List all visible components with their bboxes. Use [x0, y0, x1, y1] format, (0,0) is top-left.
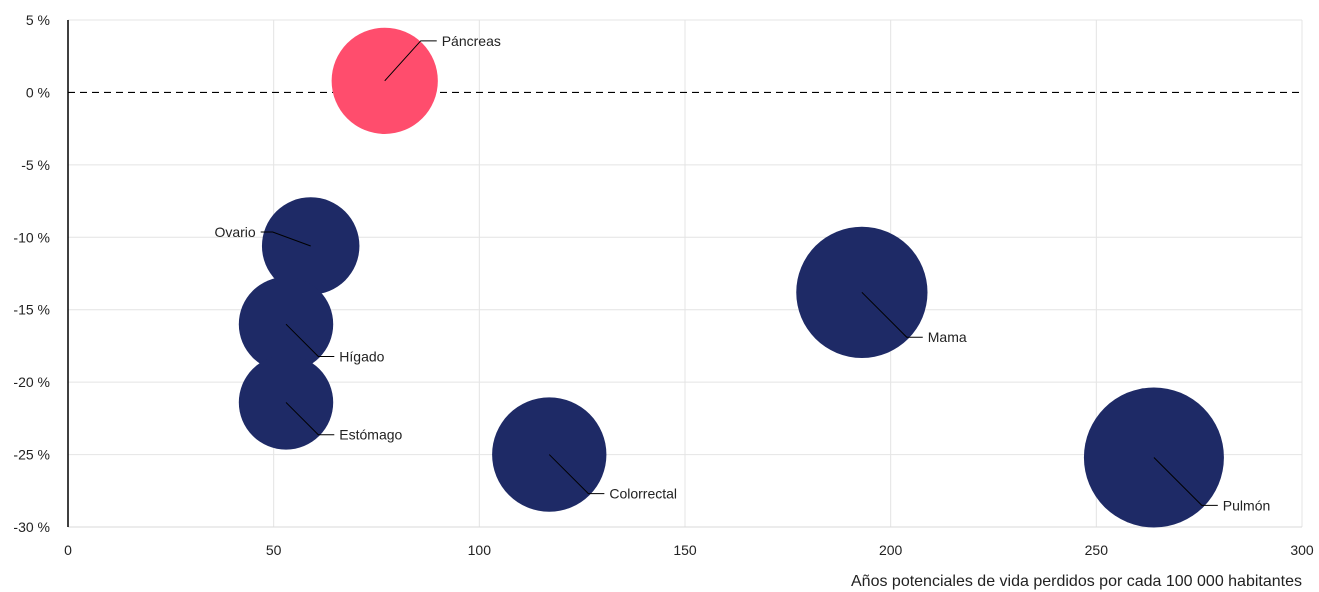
y-tick-label: -25 %	[13, 447, 50, 463]
x-tick-label: 150	[673, 542, 697, 558]
x-tick-label: 300	[1290, 542, 1314, 558]
leader-line-higado	[285, 323, 335, 357]
x-tick-label: 250	[1085, 542, 1109, 558]
y-tick-label: -30 %	[13, 519, 50, 535]
x-axis-title: Años potenciales de vida perdidos por ca…	[851, 573, 1302, 590]
bubble-mama	[796, 226, 928, 358]
y-tick-label: -10 %	[13, 229, 50, 245]
leader-line-mama	[861, 291, 923, 338]
x-tick-label: 50	[266, 542, 282, 558]
x-tick-label: 100	[468, 542, 492, 558]
leader-line-colorrectal	[548, 454, 605, 495]
y-tick-label: -20 %	[13, 374, 50, 390]
x-tick-label: 200	[879, 542, 903, 558]
bubble-labels: Páncreas Ovario Hígado Estómago Colorrectal M…	[214, 33, 1270, 514]
y-tick-label: -5 %	[21, 157, 50, 173]
bubble-label-pancreas: Páncreas	[442, 33, 501, 49]
bubbles	[238, 27, 1224, 528]
leader-line-ovario	[260, 231, 311, 247]
leader-line-pulmon	[1153, 457, 1218, 506]
y-tick-label: 5 %	[26, 12, 50, 28]
leader-line-pancreas	[384, 40, 437, 82]
axes: 0 50 100 150 200 250 300 5 % 0 % -5 % -10 % -15 % -2…	[13, 12, 1313, 558]
bubble-label-colorrectal: Colorrectal	[609, 486, 677, 502]
leader-line-estomago	[285, 402, 335, 436]
bubble-ovario	[261, 197, 360, 295]
bubble-label-estomago: Estómago	[339, 427, 402, 443]
bubble-label-ovario: Ovario	[214, 224, 255, 240]
bubble-label-mama: Mama	[928, 329, 967, 345]
y-tick-label: -15 %	[13, 302, 50, 318]
y-tick-label: 0 %	[26, 84, 50, 100]
bubble-label-pulmon: Pulmón	[1223, 497, 1270, 513]
x-tick-label: 0	[64, 542, 72, 558]
bubble-label-higado: Hígado	[339, 348, 384, 364]
